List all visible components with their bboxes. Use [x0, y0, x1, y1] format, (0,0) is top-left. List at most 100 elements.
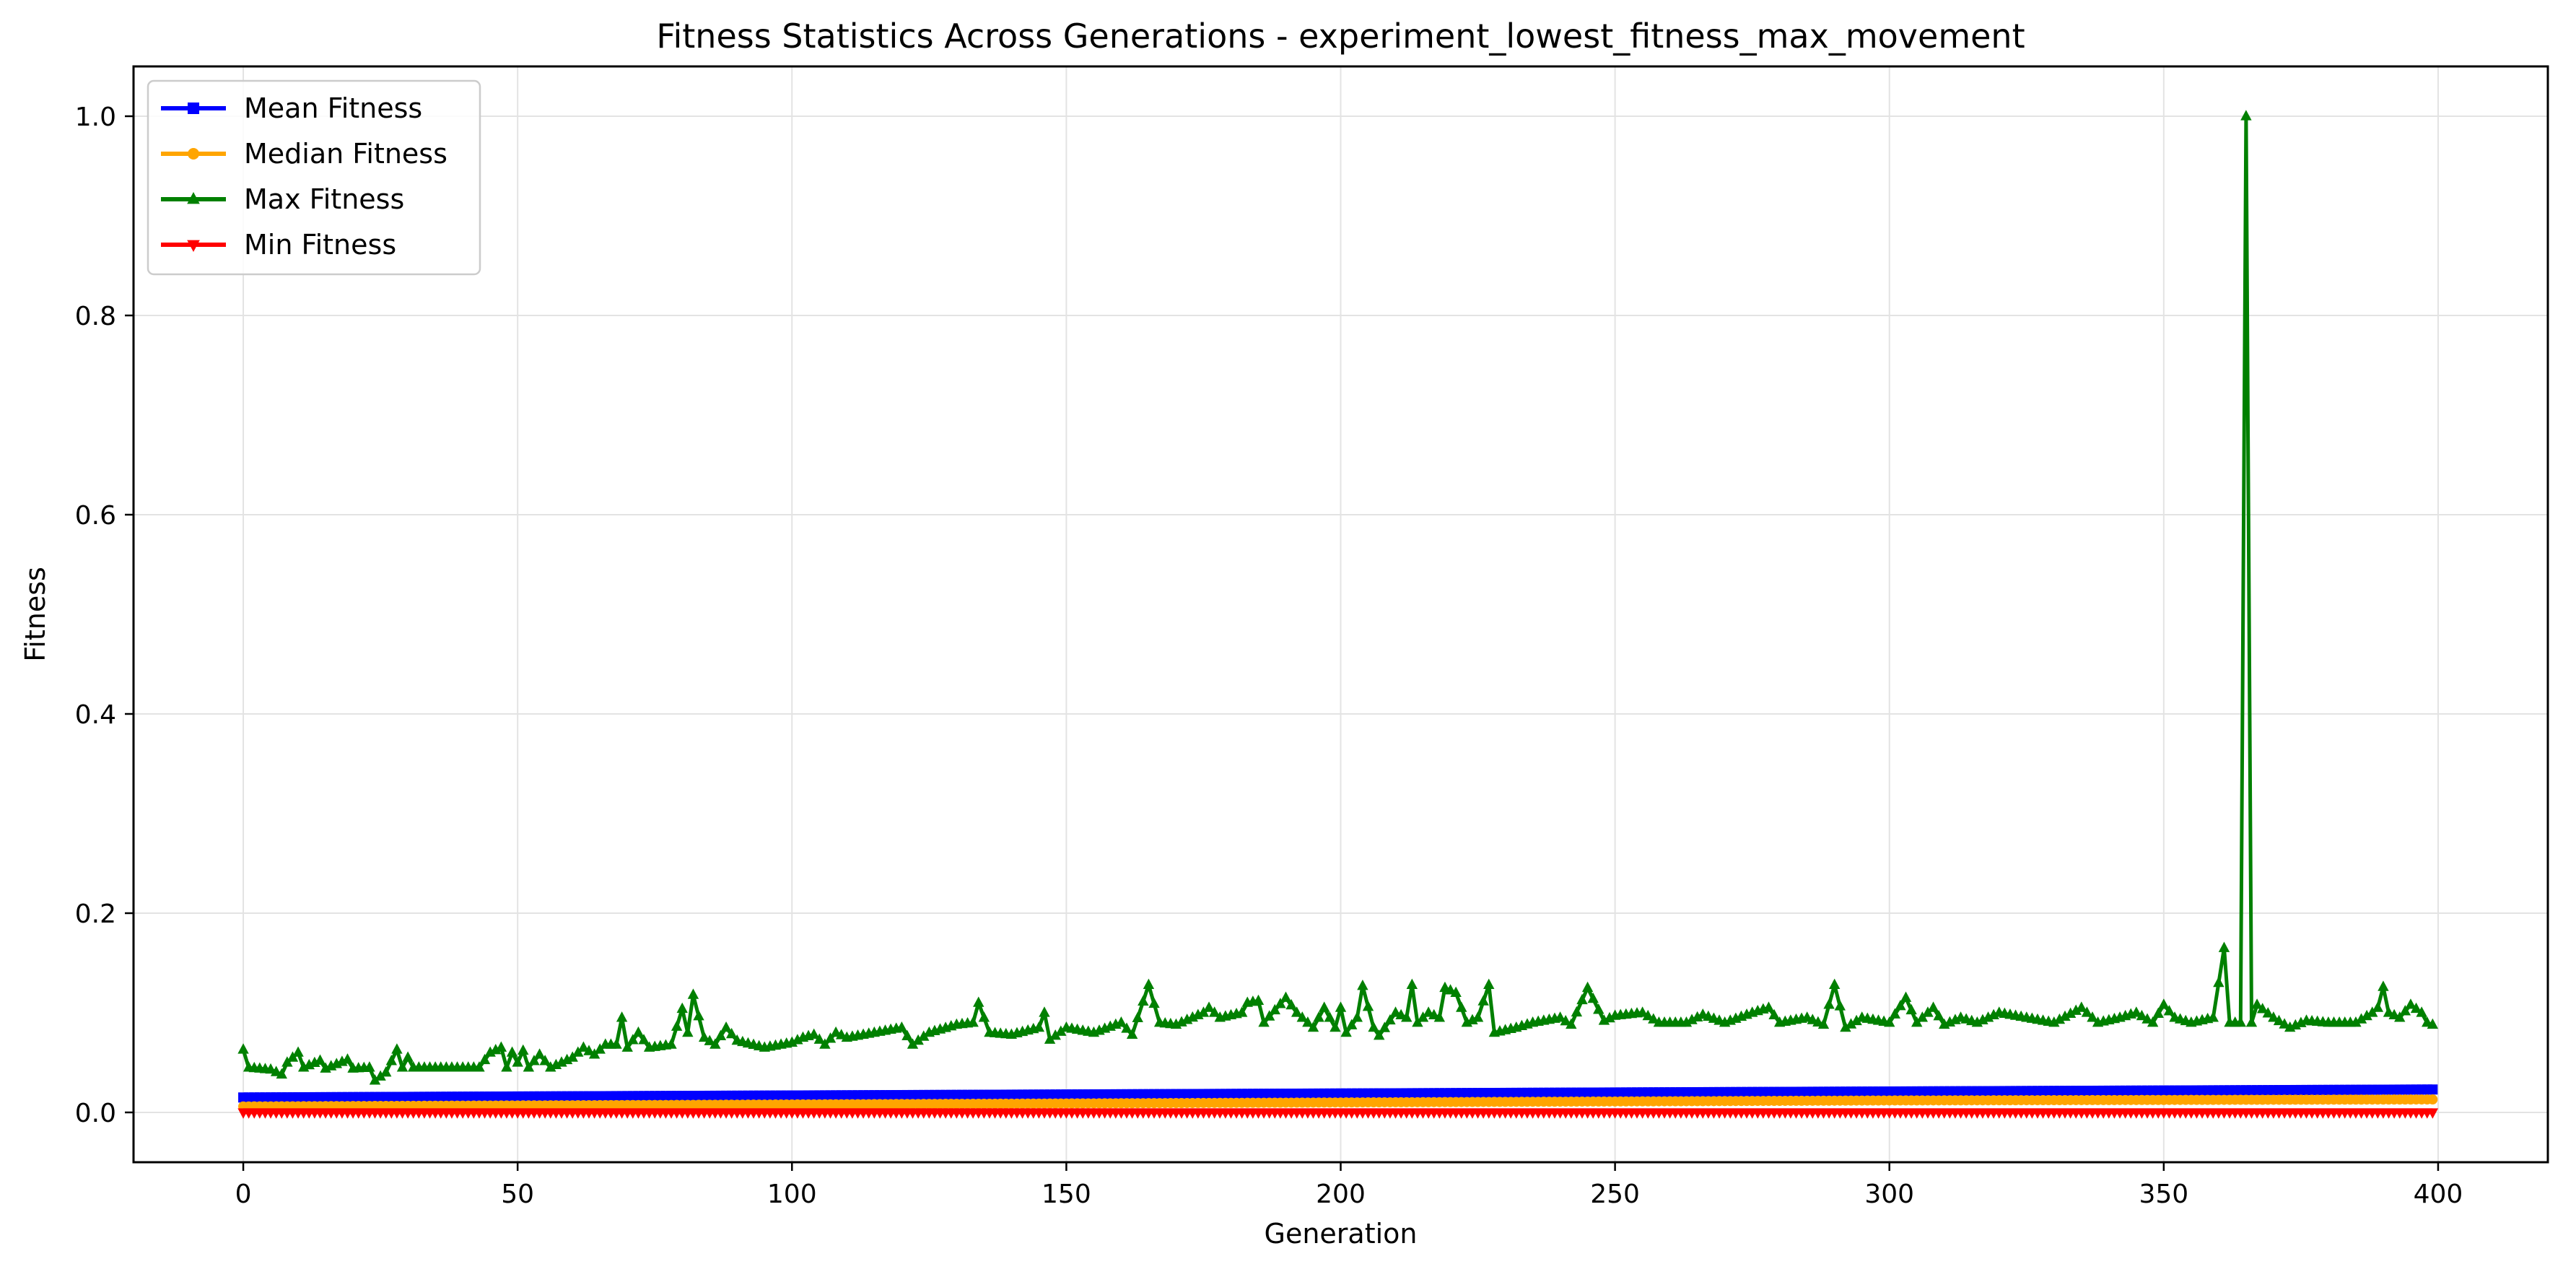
- max-fitness-point: [611, 1038, 622, 1049]
- max-fitness-point: [292, 1046, 304, 1057]
- max-fitness-point: [1208, 1006, 1221, 1017]
- mean-fitness-series: [238, 1084, 2438, 1103]
- max-fitness-point: [1691, 1011, 1703, 1022]
- max-fitness-point: [1566, 1018, 1577, 1029]
- max-fitness-point: [1823, 998, 1835, 1009]
- max-fitness-point: [2081, 1006, 2093, 1017]
- max-fitness-point: [698, 1031, 710, 1042]
- max-fitness-point: [2053, 1013, 2066, 1024]
- max-fitness-point: [380, 1066, 392, 1077]
- max-fitness-point: [715, 1029, 727, 1041]
- max-fitness-point: [1433, 1011, 1446, 1022]
- max-fitness-point: [506, 1046, 518, 1057]
- max-fitness-point: [1197, 1006, 1210, 1017]
- legend: Mean Fitness Median Fitness Max Fitness Min…: [147, 79, 481, 276]
- max-fitness-point: [682, 1026, 694, 1037]
- max-fitness-point: [2152, 1007, 2164, 1018]
- y-axis-title: Fitness: [19, 567, 51, 662]
- max-fitness-point: [1884, 1016, 1895, 1027]
- max-fitness-point: [1587, 992, 1599, 1003]
- max-fitness-point: [671, 1020, 683, 1031]
- max-fitness-point: [2416, 1006, 2427, 1017]
- max-fitness-point: [1330, 1021, 1341, 1032]
- max-fitness-point: [1900, 991, 1912, 1002]
- max-fitness-point: [704, 1034, 715, 1045]
- max-fitness-point: [1889, 1008, 1901, 1019]
- legend-item-max-fitness: Max Fitness: [161, 183, 404, 215]
- max-fitness-point: [276, 1068, 287, 1079]
- max-fitness-point: [665, 1038, 677, 1049]
- max-fitness-point: [1275, 998, 1286, 1008]
- max-fitness-point: [1307, 1021, 1319, 1032]
- max-fitness-point: [1313, 1011, 1324, 1022]
- max-fitness-point: [391, 1043, 403, 1054]
- max-fitness-point: [1055, 1025, 1067, 1036]
- max-fitness-point: [1593, 1003, 1604, 1014]
- legend-label: Min Fitness: [244, 229, 396, 261]
- max-fitness-point: [1406, 978, 1418, 989]
- max-fitness-point: [2147, 1016, 2159, 1027]
- legend-item-median-fitness: Median Fitness: [161, 138, 447, 170]
- max-fitness-point: [1324, 1011, 1335, 1022]
- max-fitness-point: [720, 1021, 732, 1032]
- max-fitness-point: [1296, 1011, 1308, 1022]
- max-fitness-point: [632, 1026, 645, 1037]
- x-axis-title: Generation: [1265, 1218, 1418, 1250]
- min-fitness-point: [2427, 1108, 2439, 1119]
- max-fitness-point: [583, 1045, 595, 1055]
- max-fitness-point: [1252, 994, 1265, 1006]
- max-fitness-point: [1851, 1014, 1862, 1026]
- max-fitness-point: [281, 1056, 293, 1067]
- max-fitness-point: [901, 1029, 913, 1041]
- max-fitness-point: [1049, 1029, 1061, 1040]
- series-layer: [237, 110, 2439, 1119]
- legend-swatch-marker: [188, 103, 199, 114]
- max-fitness-point: [1203, 1001, 1215, 1012]
- max-fitness-point: [1384, 1014, 1396, 1025]
- max-fitness-point: [1148, 997, 1160, 1008]
- max-fitness-point: [638, 1034, 650, 1045]
- max-fitness-point: [918, 1030, 930, 1041]
- max-fitness-point: [375, 1070, 386, 1081]
- max-fitness-point: [1560, 1014, 1571, 1026]
- legend-box: [147, 79, 481, 276]
- max-fitness-point: [1554, 1011, 1566, 1022]
- max-fitness-point: [2158, 998, 2170, 1009]
- y-tick-label: 0.0: [75, 1099, 116, 1128]
- max-fitness-point: [501, 1061, 512, 1072]
- max-fitness-point: [1829, 978, 1841, 989]
- max-fitness-point: [627, 1034, 639, 1045]
- max-fitness-point: [1318, 1001, 1330, 1012]
- max-fitness-point: [2240, 110, 2252, 121]
- max-fitness-point: [1581, 981, 1594, 993]
- max-fitness-point: [1922, 1006, 1934, 1017]
- max-fitness-point: [621, 1041, 633, 1052]
- max-fitness-point: [2059, 1010, 2071, 1021]
- max-fitness-point: [1258, 1016, 1270, 1027]
- max-fitness-point: [907, 1038, 919, 1049]
- max-fitness-point: [2070, 1004, 2082, 1015]
- max-fitness-point: [1335, 1001, 1347, 1012]
- max-fitness-point: [693, 1010, 704, 1021]
- max-fitness-point: [2279, 1018, 2290, 1029]
- max-fitness-point: [824, 1032, 837, 1043]
- max-fitness-point: [2427, 1018, 2439, 1029]
- y-tick-label: 0.2: [75, 899, 116, 929]
- max-fitness-point: [1302, 1016, 1314, 1027]
- max-fitness-point: [512, 1056, 523, 1067]
- max-fitness-point: [572, 1046, 584, 1057]
- max-fitness-point: [577, 1041, 590, 1052]
- max-fitness-point: [287, 1051, 299, 1062]
- max-fitness-point: [473, 1061, 485, 1072]
- max-fitness-point: [1263, 1010, 1275, 1021]
- max-fitness-point: [523, 1061, 535, 1072]
- max-fitness-point: [912, 1034, 924, 1045]
- max-fitness-point: [1126, 1028, 1138, 1039]
- max-fitness-point: [1927, 1001, 1939, 1012]
- max-fitness-point: [1895, 1000, 1906, 1011]
- legend-swatch-marker: [188, 148, 199, 160]
- max-fitness-point: [2235, 1016, 2246, 1027]
- max-fitness-point: [2361, 1009, 2372, 1021]
- max-fitness-point: [2218, 941, 2230, 952]
- max-fitness-point: [385, 1055, 398, 1065]
